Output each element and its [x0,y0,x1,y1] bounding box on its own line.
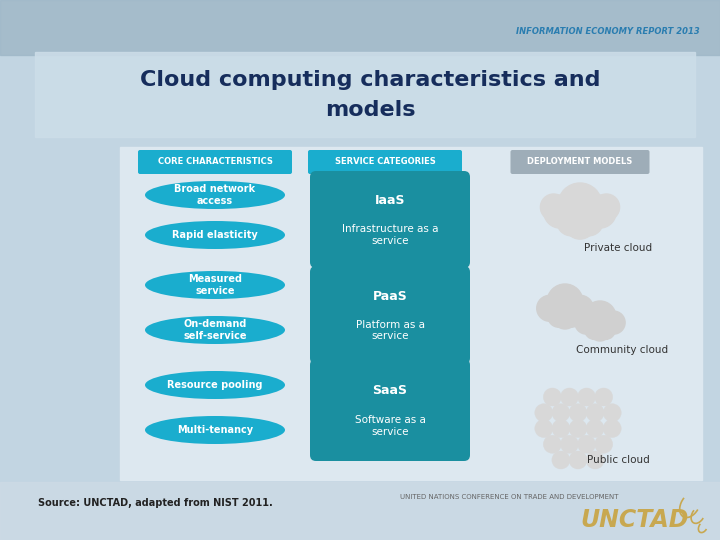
Circle shape [553,306,577,329]
Circle shape [560,306,582,327]
Text: INFORMATION ECONOMY REPORT 2013: INFORMATION ECONOMY REPORT 2013 [516,28,700,37]
Circle shape [577,435,595,453]
Text: DEPLOYMENT MODELS: DEPLOYMENT MODELS [527,158,633,166]
Circle shape [590,320,611,341]
Circle shape [535,420,553,437]
Circle shape [584,301,616,333]
Text: models: models [325,100,415,120]
Circle shape [544,195,577,228]
Circle shape [552,451,570,469]
Circle shape [536,295,562,321]
Text: SaaS: SaaS [372,384,408,397]
Circle shape [586,451,604,469]
Circle shape [596,320,615,340]
Text: Resource pooling: Resource pooling [167,380,263,390]
Text: Broad network
access: Broad network access [174,184,256,206]
Circle shape [586,404,604,422]
Ellipse shape [145,416,285,444]
Circle shape [569,420,587,437]
Circle shape [547,284,583,320]
Circle shape [535,404,553,422]
Bar [0,482,720,540]
Circle shape [603,404,621,422]
Circle shape [575,207,603,236]
Ellipse shape [145,221,285,249]
Circle shape [564,208,595,239]
Text: PaaS: PaaS [373,289,408,302]
Text: Rapid elasticity: Rapid elasticity [172,230,258,240]
Circle shape [586,420,604,437]
FancyBboxPatch shape [310,171,470,268]
Circle shape [544,388,562,406]
Circle shape [569,451,587,469]
Text: Community cloud: Community cloud [576,345,668,355]
Text: CORE CHARACTERISTICS: CORE CHARACTERISTICS [158,158,272,166]
Circle shape [593,194,620,220]
Ellipse shape [145,316,285,344]
Circle shape [577,388,595,406]
Circle shape [560,388,578,406]
Text: Public cloud: Public cloud [587,455,649,465]
Text: Measured
service: Measured service [188,274,242,296]
FancyBboxPatch shape [510,150,649,174]
Bar [120,147,702,480]
FancyBboxPatch shape [310,359,470,461]
Circle shape [595,388,613,406]
Text: Software as a
service: Software as a service [354,415,426,437]
Circle shape [558,183,602,227]
Circle shape [548,306,570,327]
Text: UNCTAD: UNCTAD [581,508,689,532]
FancyBboxPatch shape [308,150,462,174]
Text: Platform as a
service: Platform as a service [356,320,425,341]
Text: On-demand
self-service: On-demand self-service [184,319,247,341]
Circle shape [602,311,625,334]
Text: Cloud computing characteristics and: Cloud computing characteristics and [140,70,600,90]
Text: Private cloud: Private cloud [584,243,652,253]
Circle shape [575,311,598,334]
Text: Multi-tenancy: Multi-tenancy [177,425,253,435]
Text: SERVICE CATEGORIES: SERVICE CATEGORIES [335,158,436,166]
FancyBboxPatch shape [310,266,470,364]
Bar [0,0,720,55]
Text: UNITED NATIONS CONFERENCE ON TRADE AND DEVELOPMENT: UNITED NATIONS CONFERENCE ON TRADE AND D… [400,494,618,500]
Circle shape [560,435,578,453]
Ellipse shape [145,181,285,209]
Circle shape [583,195,616,228]
Circle shape [552,404,570,422]
Circle shape [569,404,587,422]
FancyBboxPatch shape [138,150,292,174]
Circle shape [544,435,562,453]
Text: IaaS: IaaS [374,194,405,207]
Circle shape [557,207,585,236]
Text: Source: UNCTAD, adapted from NIST 2011.: Source: UNCTAD, adapted from NIST 2011. [38,498,273,508]
Circle shape [595,435,613,453]
Bar [35,52,695,137]
Circle shape [603,420,621,437]
Circle shape [541,194,567,220]
Text: Infrastructure as a
service: Infrastructure as a service [342,224,438,246]
Circle shape [567,295,593,321]
Circle shape [585,320,604,340]
Ellipse shape [145,371,285,399]
Ellipse shape [145,271,285,299]
Circle shape [552,420,570,437]
